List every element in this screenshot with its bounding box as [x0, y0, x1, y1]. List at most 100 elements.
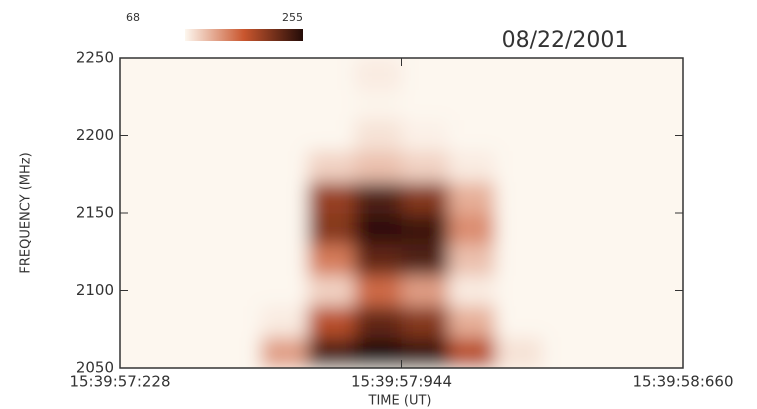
cell — [260, 244, 309, 276]
cell — [495, 182, 543, 214]
cell — [260, 275, 309, 307]
cell — [448, 306, 496, 338]
cell — [448, 244, 496, 276]
colorbar-min: 68 — [126, 11, 140, 24]
y-tick-label: 2250 — [76, 49, 114, 67]
cell — [120, 58, 168, 90]
cell — [589, 151, 637, 183]
cell — [213, 151, 262, 183]
cell — [354, 89, 402, 121]
cell — [401, 120, 449, 152]
cell — [401, 89, 449, 121]
cell — [213, 244, 262, 276]
cell — [495, 89, 543, 121]
cell — [589, 182, 637, 214]
cell — [260, 182, 309, 214]
y-tick-label: 2100 — [76, 281, 114, 299]
x-tick-label: 15:39:57:944 — [351, 373, 452, 391]
cell — [120, 213, 168, 245]
cell — [448, 89, 496, 121]
cell — [307, 337, 356, 368]
cell — [166, 244, 215, 276]
cell — [495, 306, 543, 338]
cell — [495, 120, 543, 152]
cell — [213, 213, 262, 245]
cell — [448, 58, 496, 90]
cell — [448, 275, 496, 307]
cell — [354, 58, 402, 90]
cell — [636, 337, 683, 368]
cell — [166, 337, 215, 368]
cell — [542, 306, 590, 338]
cell — [589, 244, 637, 276]
cell — [120, 151, 168, 183]
cell — [120, 337, 168, 368]
cell — [448, 337, 496, 368]
cell — [307, 120, 356, 152]
cell — [260, 213, 309, 245]
cell — [495, 151, 543, 183]
y-tick-label: 2050 — [76, 359, 114, 377]
cell — [354, 213, 402, 245]
cell — [307, 244, 356, 276]
cell — [589, 120, 637, 152]
cell — [213, 275, 262, 307]
cell — [542, 151, 590, 183]
cell — [307, 306, 356, 338]
cell — [495, 337, 543, 368]
cell — [166, 306, 215, 338]
cell — [120, 89, 168, 121]
cell — [636, 244, 683, 276]
cell — [542, 337, 590, 368]
cell — [448, 151, 496, 183]
cell — [213, 337, 262, 368]
cell — [636, 182, 683, 214]
cell — [354, 244, 402, 276]
cell — [166, 151, 215, 183]
cell — [213, 89, 262, 121]
cell — [307, 213, 356, 245]
cell — [401, 213, 449, 245]
cell — [542, 213, 590, 245]
cell — [166, 58, 215, 90]
colorbar — [185, 29, 303, 41]
cell — [401, 337, 449, 368]
y-tick-label: 2200 — [76, 126, 114, 144]
cell — [213, 120, 262, 152]
cell — [401, 244, 449, 276]
colorbar-max: 255 — [282, 11, 303, 24]
cell — [636, 151, 683, 183]
cell — [354, 151, 402, 183]
cell — [166, 120, 215, 152]
cell — [401, 275, 449, 307]
cell — [542, 244, 590, 276]
cell — [542, 275, 590, 307]
cell — [542, 182, 590, 214]
cell — [401, 151, 449, 183]
cell — [401, 182, 449, 214]
cell — [636, 306, 683, 338]
cell — [495, 275, 543, 307]
cell — [448, 182, 496, 214]
cell — [166, 89, 215, 121]
cell — [589, 58, 637, 90]
cell — [354, 306, 402, 338]
cell — [260, 306, 309, 338]
cell — [589, 213, 637, 245]
cell — [166, 182, 215, 214]
cell — [213, 182, 262, 214]
cell — [307, 182, 356, 214]
cell — [213, 306, 262, 338]
cell — [589, 275, 637, 307]
cell — [448, 213, 496, 245]
cell — [636, 89, 683, 121]
cell — [448, 120, 496, 152]
cell — [260, 337, 309, 368]
date: 08/22/2001 — [502, 28, 629, 53]
cell — [495, 213, 543, 245]
y-tick-label: 2150 — [76, 204, 114, 222]
cell — [542, 120, 590, 152]
x-tick-label: 15:39:58:660 — [632, 373, 733, 391]
cell — [260, 120, 309, 152]
